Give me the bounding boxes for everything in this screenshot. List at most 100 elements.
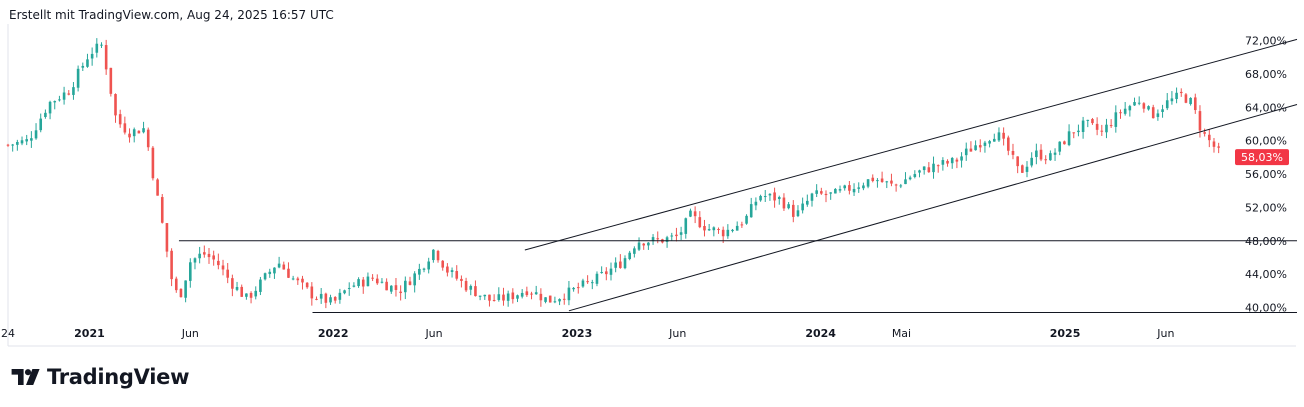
candle-body (20, 140, 24, 144)
candle-body (361, 279, 365, 287)
candle-body (539, 293, 543, 301)
candle-body (263, 273, 267, 280)
candle-body (203, 252, 206, 255)
candle-body (590, 282, 594, 284)
candle-body (562, 298, 566, 300)
candle-body (254, 290, 258, 297)
channel-lower[interactable] (568, 103, 1298, 312)
candle-body (759, 195, 762, 201)
candle-body (534, 292, 538, 295)
candle-body (782, 197, 786, 209)
candle-body (567, 287, 571, 301)
candle-body (936, 165, 940, 167)
candle-body (651, 237, 655, 242)
candle-body (731, 229, 734, 232)
candle-body (268, 271, 272, 275)
candle-body (338, 292, 342, 300)
candle-body (876, 180, 879, 182)
candle-body (735, 225, 739, 231)
candle-body (25, 139, 28, 142)
candle-body (137, 130, 141, 134)
candle-body (58, 99, 61, 101)
candle-body (693, 211, 697, 217)
trend-lines[interactable] (178, 38, 1298, 313)
candle-body (1156, 113, 1160, 117)
candle-body (745, 215, 748, 224)
candle-body (978, 145, 982, 148)
candle-body (777, 197, 781, 200)
candle-body (1081, 120, 1085, 133)
candle-body (1147, 106, 1150, 110)
candle-body (1039, 149, 1043, 160)
candle-body (595, 273, 599, 284)
candle-body (231, 278, 234, 289)
candle-body (441, 260, 445, 268)
channel-upper[interactable] (524, 38, 1298, 251)
candle-body (829, 192, 832, 194)
candle-body (754, 201, 758, 206)
y-tick-label: 60,00% (1245, 135, 1287, 148)
candle-body (156, 179, 159, 196)
candle-body (647, 242, 650, 246)
candle-body (132, 129, 136, 137)
candle-body (273, 267, 276, 274)
x-tick-label: Jun (181, 327, 199, 340)
candle-body (30, 138, 33, 141)
candle-body (946, 160, 949, 164)
candle-body (436, 250, 440, 261)
candle-body (997, 132, 1001, 141)
candle-body (950, 158, 954, 164)
candle-body (810, 193, 814, 201)
candle-body (128, 133, 131, 138)
candle-body (908, 177, 912, 180)
candle-body (824, 193, 828, 196)
candle-body (1142, 103, 1146, 109)
candle-body (899, 185, 903, 187)
candle-body (86, 59, 89, 67)
candle-body (81, 65, 85, 68)
candle-body (988, 141, 991, 144)
candle-body (1175, 92, 1178, 100)
y-tick-label: 40,00% (1245, 301, 1287, 314)
candle-body (432, 249, 435, 261)
candle-body (352, 285, 356, 287)
candle-body (834, 188, 837, 194)
candle-body (76, 68, 80, 88)
candle-body (1067, 131, 1071, 146)
candle-body (249, 292, 253, 298)
candle-body (296, 278, 300, 281)
candle-body (418, 268, 421, 275)
candle-body (932, 163, 935, 173)
candle-body (1184, 94, 1188, 103)
candle-body (188, 262, 192, 281)
candle-body (1105, 124, 1108, 133)
candle-body (1091, 119, 1094, 124)
candle-body (1109, 125, 1113, 127)
candle-body (109, 67, 113, 94)
candle-body (904, 179, 907, 185)
candle-body (1077, 130, 1080, 133)
candle-body (319, 293, 323, 299)
candle-body (862, 185, 865, 189)
candle-body (1217, 146, 1220, 148)
candle-body (287, 268, 290, 278)
candle-body (1151, 107, 1155, 119)
candle-body (16, 141, 19, 145)
candle-body (333, 297, 337, 301)
candle-body (665, 237, 669, 242)
candle-body (1044, 159, 1048, 161)
last-price-value: 58,03% (1241, 151, 1283, 164)
candle-body (488, 294, 491, 301)
candle-body (852, 188, 856, 193)
candle-body (1203, 132, 1206, 134)
candle-body (212, 255, 215, 260)
tradingview-brand[interactable]: TradingView (11, 362, 189, 392)
candle-body (894, 184, 898, 186)
x-tick-label: 2024 (805, 327, 836, 340)
candle-body (259, 279, 262, 292)
candle-body (67, 93, 71, 95)
brand-name: TradingView (47, 365, 190, 389)
candle-body (1002, 132, 1005, 139)
candle-body (184, 280, 187, 298)
